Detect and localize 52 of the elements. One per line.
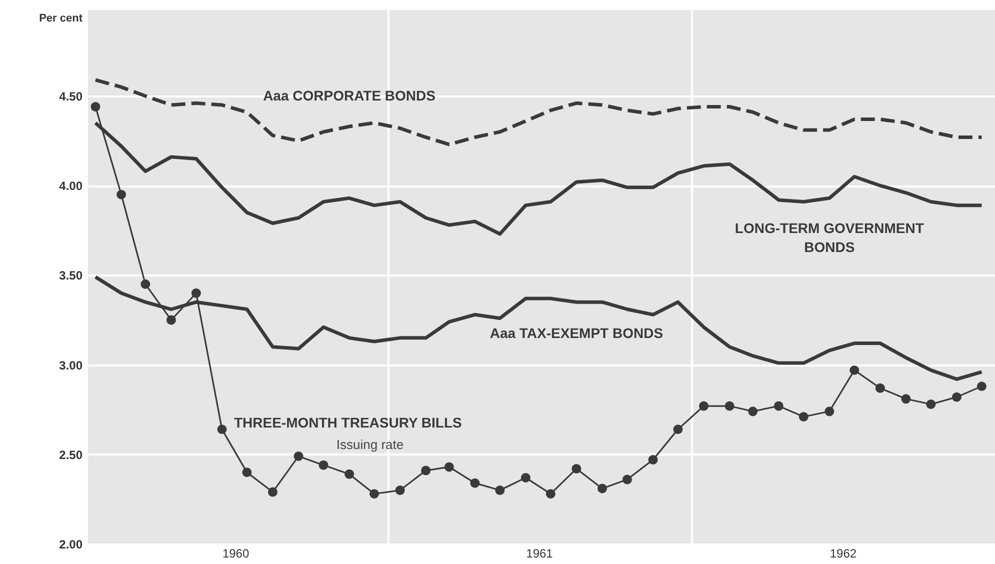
series-label: Aaa TAX-EXEMPT BONDS — [490, 325, 664, 342]
point — [242, 468, 252, 478]
y-tick-label: 3.50 — [59, 268, 83, 283]
point — [546, 489, 556, 499]
point — [421, 466, 431, 476]
point — [116, 190, 126, 200]
point — [294, 451, 304, 461]
point — [724, 401, 734, 411]
x-tick-label: 1961 — [526, 546, 554, 560]
point — [952, 392, 962, 402]
point — [598, 484, 607, 494]
point — [318, 460, 328, 470]
point — [90, 102, 100, 112]
y-tick-label: 2.50 — [59, 448, 83, 462]
point — [926, 399, 936, 409]
series-label: Aaa CORPORATE BONDS — [263, 87, 436, 104]
point — [470, 478, 480, 488]
point — [520, 472, 530, 482]
point — [748, 406, 758, 416]
point — [191, 288, 201, 298]
point — [699, 401, 709, 411]
y-tick-label: 2.00 — [59, 538, 83, 552]
point — [798, 412, 808, 422]
series-label: LONG-TERM GOVERNMENT BONDS — [734, 220, 924, 256]
point — [444, 462, 454, 472]
x-tick-label: 1962 — [830, 546, 857, 560]
point — [976, 382, 986, 392]
point — [622, 474, 632, 484]
annotation: Issuing rate — [336, 437, 404, 452]
y-tick-label: 4.50 — [59, 90, 83, 104]
point — [572, 464, 582, 474]
point — [166, 315, 176, 325]
point — [824, 406, 834, 416]
point — [140, 279, 150, 289]
point — [370, 489, 379, 499]
y-tick-label: 4.00 — [59, 179, 83, 194]
point — [875, 383, 885, 393]
point — [901, 394, 911, 404]
y-axis-title: Per cent — [39, 12, 83, 24]
point — [850, 365, 860, 375]
y-tick-label: 3.00 — [59, 358, 83, 372]
point — [673, 424, 683, 434]
line-series — [94, 78, 984, 146]
point — [774, 401, 784, 411]
point — [268, 487, 278, 497]
point — [395, 486, 405, 495]
point — [648, 455, 658, 465]
x-tick-label: 1960 — [222, 546, 250, 560]
series-label: THREE-MONTH TREASURY BILLS — [234, 414, 462, 430]
point — [344, 469, 354, 479]
point — [495, 486, 505, 495]
point — [217, 424, 227, 434]
